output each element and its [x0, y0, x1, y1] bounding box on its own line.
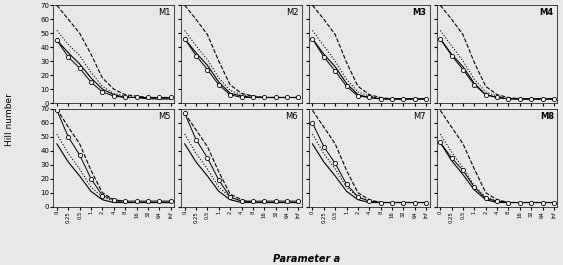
Text: M1: M1 [158, 8, 171, 17]
Text: M6: M6 [285, 112, 298, 121]
Text: Parameter a: Parameter a [273, 254, 341, 264]
Text: M8: M8 [540, 112, 554, 121]
Text: M7: M7 [413, 112, 426, 121]
Text: M3: M3 [412, 8, 426, 17]
Text: M5: M5 [158, 112, 171, 121]
Text: Hill number: Hill number [5, 93, 14, 146]
Text: M4: M4 [539, 8, 554, 17]
Text: M2: M2 [285, 8, 298, 17]
